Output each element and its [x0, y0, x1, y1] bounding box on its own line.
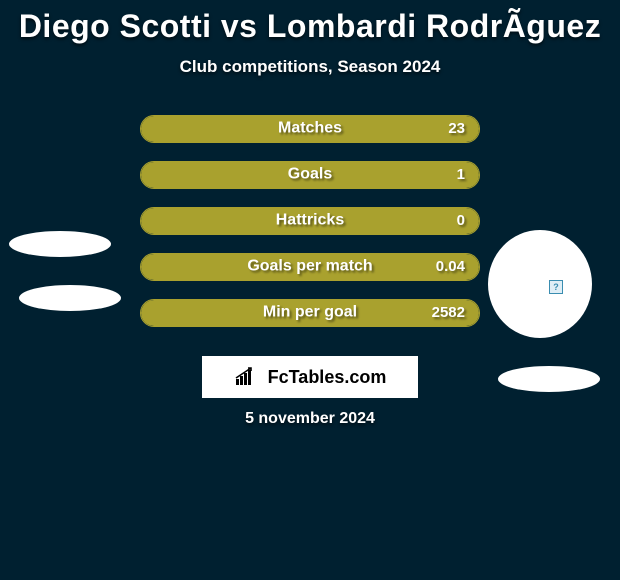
right-pedestal-ellipse [498, 366, 600, 392]
page-subtitle: Club competitions, Season 2024 [0, 57, 620, 77]
page-title: Diego Scotti vs Lombardi RodrÃ­guez [0, 0, 620, 45]
broken-image-icon: ? [549, 280, 563, 294]
left-pedestal-ellipse-1 [9, 231, 111, 257]
stat-fill [141, 116, 479, 142]
stat-bars: Matches 23 Goals 1 Hattricks 0 Goals per… [140, 115, 480, 345]
source-brand-text: FcTables.com [268, 367, 387, 388]
stat-bar-goals: Goals 1 [140, 161, 480, 189]
bar-chart-icon [234, 367, 262, 387]
right-player-photo: ? [488, 230, 592, 338]
stat-fill [141, 208, 479, 234]
stat-fill [141, 254, 479, 280]
stat-bar-min-per-goal: Min per goal 2582 [140, 299, 480, 327]
date-text: 5 november 2024 [0, 410, 620, 428]
stat-fill [141, 162, 479, 188]
stat-bar-goals-per-match: Goals per match 0.04 [140, 253, 480, 281]
stat-bar-hattricks: Hattricks 0 [140, 207, 480, 235]
source-badge[interactable]: FcTables.com [202, 356, 418, 398]
stat-bar-matches: Matches 23 [140, 115, 480, 143]
left-pedestal-ellipse-2 [19, 285, 121, 311]
stat-fill [141, 300, 479, 326]
